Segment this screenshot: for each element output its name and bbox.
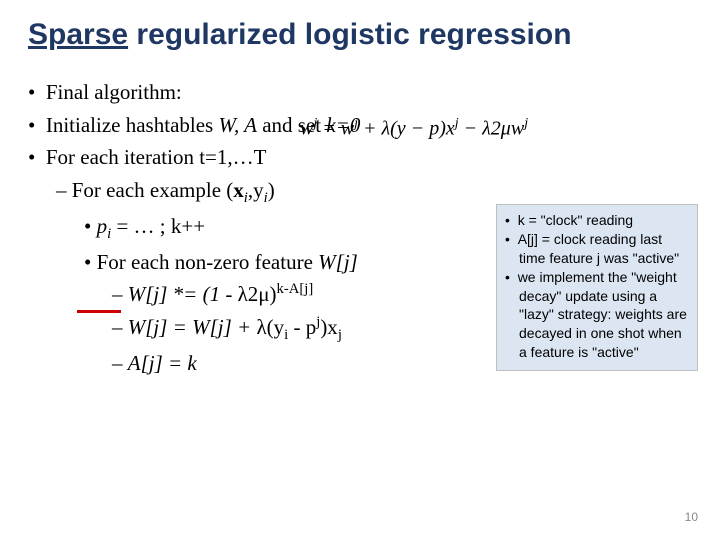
note-item-k: • k = "clock" reading — [505, 211, 689, 230]
title-rest: regularized logistic regression — [128, 18, 571, 51]
title-underlined: Sparse — [28, 18, 128, 51]
slide-container: Sparse regularized logistic regression w… — [0, 0, 720, 540]
red-underline — [77, 310, 121, 313]
slide-title: Sparse regularized logistic regression — [28, 18, 692, 52]
update-equation: wj = wj + λ(y − p)xj − λ2μwj — [300, 116, 528, 141]
page-number: 10 — [685, 510, 698, 524]
note-item-lazy: • we implement the "weight decay" update… — [505, 268, 689, 362]
note-item-aj: • A[j] = clock reading last time feature… — [505, 230, 689, 268]
bullet-final-algorithm: • Final algorithm: — [28, 76, 692, 109]
note-box: • k = "clock" reading • A[j] = clock rea… — [496, 204, 698, 371]
bullet-for-iteration: • For each iteration t=1,…T — [28, 141, 692, 174]
